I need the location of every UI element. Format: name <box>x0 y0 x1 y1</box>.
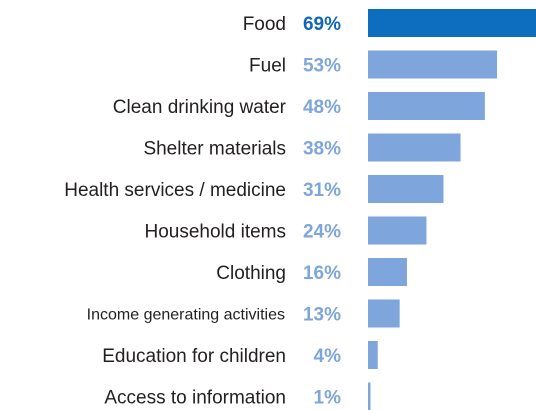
value-label: 69% <box>303 14 341 35</box>
category-label: Education for children <box>102 346 286 367</box>
bar <box>368 299 400 328</box>
value-label: 1% <box>314 388 342 409</box>
value-label: 53% <box>303 56 341 77</box>
value-label: 24% <box>303 222 341 243</box>
category-label: Clean drinking water <box>113 97 287 118</box>
bar <box>368 50 498 79</box>
bar <box>368 216 427 245</box>
bar <box>368 382 371 410</box>
value-label: 38% <box>303 139 341 160</box>
bar <box>368 341 378 369</box>
category-label: Income generating activities <box>87 307 285 324</box>
bar <box>368 9 536 37</box>
category-label: Fuel <box>249 56 286 77</box>
category-label: Household items <box>144 222 286 243</box>
bar <box>368 133 461 162</box>
value-label: 16% <box>303 263 341 284</box>
value-label: 31% <box>303 180 341 201</box>
bar <box>368 175 444 203</box>
bar <box>368 92 485 120</box>
value-label: 48% <box>303 97 341 118</box>
bar <box>368 258 407 286</box>
category-label: Health services / medicine <box>64 180 286 201</box>
category-label: Food <box>243 14 286 35</box>
value-label: 13% <box>303 305 341 326</box>
category-label: Clothing <box>216 263 286 284</box>
category-label: Shelter materials <box>143 139 286 160</box>
category-label: Access to information <box>104 388 286 409</box>
value-label: 4% <box>314 346 342 367</box>
